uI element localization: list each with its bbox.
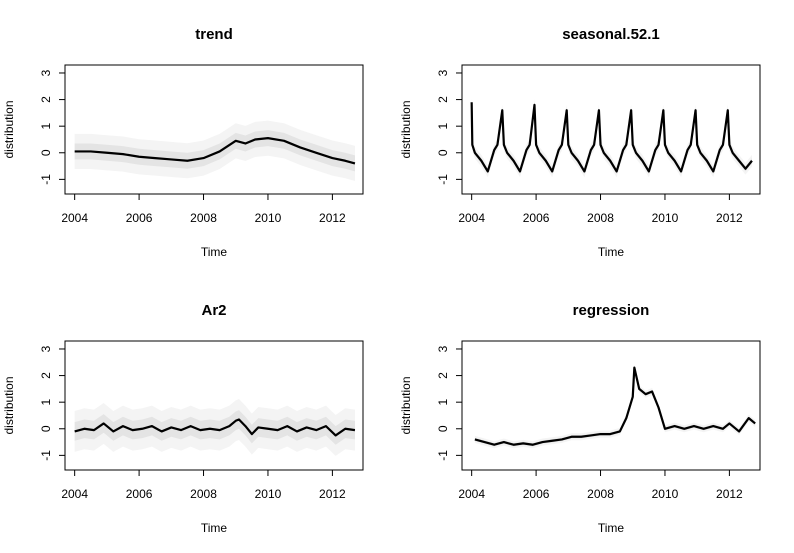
y-tick-label: 1 (436, 123, 450, 130)
x-axis-label: Time (201, 521, 228, 535)
x-tick-label: 2012 (319, 487, 346, 501)
x-tick-label: 2004 (458, 487, 485, 501)
panel-title: seasonal.52.1 (562, 26, 660, 43)
x-tick-label: 2008 (587, 487, 614, 501)
x-tick-label: 2012 (716, 487, 743, 501)
y-axis-label: distribution (399, 376, 413, 434)
x-tick-label: 2004 (458, 211, 485, 225)
y-tick-label: 0 (39, 149, 53, 156)
y-tick-label: 0 (39, 425, 53, 432)
y-tick-label: -1 (436, 450, 450, 461)
series-line (74, 137, 356, 165)
y-tick-label: 1 (39, 399, 53, 406)
y-tick-label: 3 (436, 69, 450, 76)
series-line (470, 102, 753, 173)
y-axis-label: distribution (2, 376, 16, 434)
y-tick-label: 1 (436, 399, 450, 406)
x-tick-label: 2008 (190, 211, 217, 225)
panel-title: Ar2 (201, 302, 226, 319)
uncertainty-band-outer (474, 364, 756, 449)
y-tick-label: 3 (39, 345, 53, 352)
panel-regression: regression -1 0 1 2 3 2004 2006 2008 2010 2012 Time… (399, 302, 761, 535)
x-tick-label: 2010 (652, 211, 679, 225)
x-tick-label: 2012 (319, 211, 346, 225)
series-line (474, 366, 756, 446)
series-line (74, 418, 356, 437)
y-tick-label: 0 (436, 149, 450, 156)
x-axis-label: Time (598, 521, 625, 535)
y-axis-label: distribution (399, 100, 413, 158)
panel-title: regression (573, 302, 650, 319)
y-tick-label: 2 (39, 372, 53, 379)
x-tick-label: 2006 (523, 487, 550, 501)
x-tick-label: 2008 (190, 487, 217, 501)
plot-frame (461, 340, 761, 471)
panel-title: trend (195, 26, 233, 43)
x-axis-label: Time (201, 245, 228, 259)
uncertainty-band-inner (474, 366, 756, 447)
y-tick-label: -1 (39, 174, 53, 185)
x-tick-label: 2004 (61, 211, 88, 225)
y-tick-label: 2 (39, 96, 53, 103)
x-axis-label: Time (598, 245, 625, 259)
x-tick-label: 2010 (652, 487, 679, 501)
x-tick-label: 2010 (255, 211, 282, 225)
x-tick-label: 2012 (716, 211, 743, 225)
y-tick-label: 2 (436, 96, 450, 103)
x-tick-label: 2004 (61, 487, 88, 501)
uncertainty-band-inner (74, 410, 355, 445)
x-tick-label: 2006 (126, 211, 153, 225)
panel-seasonal-52-1: seasonal.52.1 -1 0 1 2 3 2004 2006 2008 2010 2012 T… (399, 26, 761, 259)
plot-frame (461, 64, 761, 195)
panel-trend: trend -1 0 1 2 3 2004 2006 2008 2010 2012 Time distr… (2, 26, 364, 259)
x-tick-label: 2010 (255, 487, 282, 501)
y-axis-label: distribution (2, 100, 16, 158)
x-tick-label: 2008 (587, 211, 614, 225)
x-tick-label: 2006 (523, 211, 550, 225)
plot-frame (64, 64, 364, 195)
y-tick-label: -1 (436, 174, 450, 185)
x-tick-label: 2006 (126, 487, 153, 501)
y-tick-label: 1 (39, 123, 53, 130)
y-tick-label: -1 (39, 450, 53, 461)
plot-frame (64, 340, 364, 471)
y-tick-label: 3 (39, 69, 53, 76)
y-tick-label: 0 (436, 425, 450, 432)
y-tick-label: 3 (436, 345, 450, 352)
y-tick-label: 2 (436, 372, 450, 379)
panel-ar2: Ar2 -1 0 1 2 3 2004 2006 2008 2010 2012 Time distrib… (2, 302, 364, 535)
